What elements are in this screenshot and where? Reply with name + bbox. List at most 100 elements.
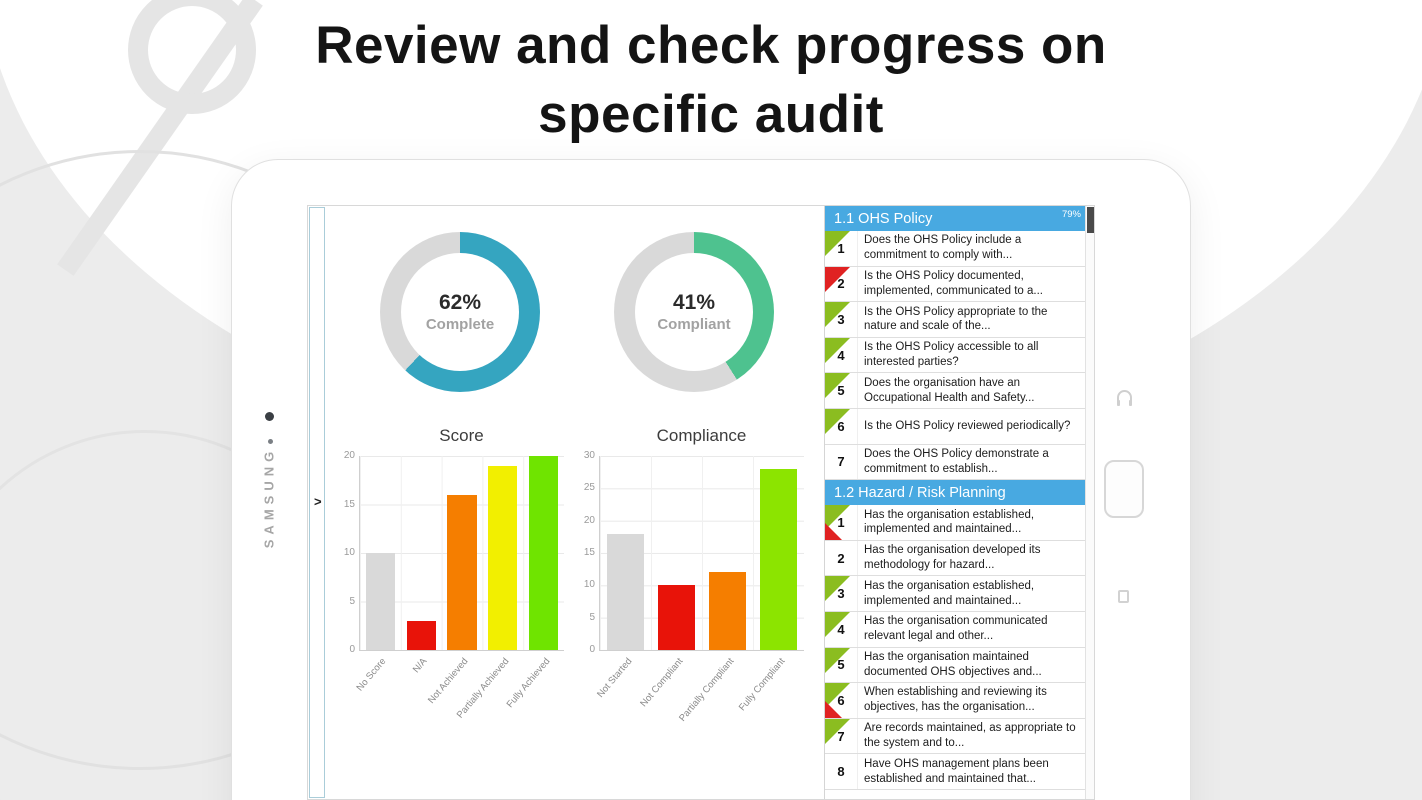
question-number: 7 bbox=[837, 454, 845, 470]
status-green-triangle bbox=[825, 302, 850, 328]
question-number-cell[interactable]: 3 bbox=[825, 302, 858, 337]
tablet-device: SAMSUNG > 62% Complete 41% Compliant bbox=[232, 160, 1190, 800]
question-row[interactable]: 6 When establishing and reviewing its obj… bbox=[825, 683, 1085, 719]
question-number-cell[interactable]: 7 bbox=[825, 718, 858, 754]
sensor-dot bbox=[268, 439, 273, 444]
status-green-triangle bbox=[825, 231, 850, 256]
app-screen: > 62% Complete 41% Compliant Score 0 5 10 1… bbox=[307, 205, 1095, 800]
bar-no-score bbox=[365, 553, 396, 650]
question-list: 1.1 OHS Policy 1 Does the OHS Policy inclu… bbox=[824, 206, 1085, 799]
bar-partially-compliant bbox=[709, 572, 746, 650]
question-number: 1 bbox=[837, 240, 845, 256]
question-text: Is the OHS Policy appropriate to the nat… bbox=[864, 305, 1048, 333]
question-number-cell[interactable]: 6 bbox=[825, 683, 858, 718]
question-number: 6 bbox=[837, 692, 845, 708]
section-header[interactable]: 1.1 OHS Policy bbox=[825, 206, 1085, 231]
home-button[interactable] bbox=[1104, 460, 1144, 518]
y-axis-tick: 10 bbox=[343, 547, 355, 558]
question-row[interactable]: 8 Have OHS management plans been establis… bbox=[825, 754, 1085, 790]
bar-chart-score: Score 0 5 10 15 20 No Score N/A Not Achieved Par… bbox=[324, 426, 569, 726]
question-number-cell[interactable]: 6 bbox=[825, 408, 858, 444]
question-number: 5 bbox=[837, 383, 845, 399]
scroll-percent: 79% bbox=[1061, 209, 1081, 220]
y-axis-tick: 5 bbox=[349, 595, 355, 607]
question-text: Have OHS management plans been establish… bbox=[864, 757, 1049, 785]
multiwindow-icon bbox=[1118, 587, 1138, 604]
question-text: Does the OHS Policy include a commitment… bbox=[864, 234, 1022, 262]
question-number: 8 bbox=[837, 764, 845, 780]
question-row[interactable]: 7 Are records maintained, as appropriate … bbox=[825, 718, 1085, 755]
question-row[interactable]: 4 Has the organisation communicated relev… bbox=[825, 611, 1085, 648]
question-row[interactable]: 5 Has the organisation maintained documen… bbox=[825, 647, 1085, 684]
y-axis-tick: 5 bbox=[589, 611, 595, 623]
question-row[interactable]: 2 Is the OHS Policy documented, implement… bbox=[825, 266, 1085, 303]
bar-chart-compliance: Compliance 0 5 10 15 20 25 30 Not Started Not Co… bbox=[564, 426, 809, 726]
headset-icon bbox=[1117, 390, 1132, 406]
bar-fully-compliant bbox=[760, 468, 797, 650]
question-number-cell[interactable]: 2 bbox=[825, 266, 858, 302]
complete-percent: 62% bbox=[438, 291, 482, 314]
question-row[interactable]: 6 Is the OHS Policy reviewed periodically… bbox=[825, 408, 1085, 445]
question-text: Has the organisation developed its metho… bbox=[864, 544, 1041, 572]
y-axis-tick: 0 bbox=[349, 644, 355, 655]
status-green-triangle bbox=[825, 373, 850, 399]
section-header[interactable]: 1.2 Hazard / Risk Planning bbox=[825, 480, 1085, 506]
question-number-cell[interactable]: 1 bbox=[825, 231, 858, 266]
section-title: 1.2 Hazard / Risk Planning bbox=[834, 484, 1006, 501]
question-row[interactable]: 3 Has the organisation established, imple… bbox=[825, 576, 1085, 612]
status-red-triangle bbox=[825, 700, 842, 718]
question-number: 3 bbox=[837, 586, 845, 602]
question-number: 2 bbox=[837, 276, 845, 292]
question-row[interactable]: 4 Is the OHS Policy accessible to all int… bbox=[825, 337, 1085, 374]
question-row[interactable]: 5 Does the organisation have an Occupatio… bbox=[825, 373, 1085, 409]
status-red-triangle bbox=[825, 266, 850, 292]
question-row[interactable]: 2 Has the organisation developed its meth… bbox=[825, 540, 1085, 577]
side-drawer-handle[interactable]: > bbox=[309, 207, 325, 798]
y-axis-tick: 25 bbox=[583, 482, 595, 494]
question-number-cell[interactable]: 3 bbox=[825, 576, 858, 611]
question-text: Is the OHS Policy reviewed periodically? bbox=[864, 419, 1071, 432]
question-number: 2 bbox=[837, 550, 845, 566]
question-text: Are records maintained, as appropriate t… bbox=[864, 722, 1076, 750]
question-row[interactable]: 3 Is the OHS Policy appropriate to the na… bbox=[825, 302, 1085, 338]
compliant-label: Compliant bbox=[657, 316, 731, 333]
question-row[interactable]: 1 Does the OHS Policy include a commitmen… bbox=[825, 231, 1085, 267]
y-axis-tick: 15 bbox=[343, 498, 355, 510]
question-text: Does the organisation have an Occupation… bbox=[864, 376, 1035, 404]
scrollbar[interactable] bbox=[1085, 206, 1094, 799]
bar-not-achieved bbox=[447, 494, 477, 650]
donut-center: 41% Compliant bbox=[614, 232, 774, 392]
question-number-cell[interactable]: 8 bbox=[825, 754, 858, 789]
status-green-triangle bbox=[825, 337, 850, 363]
question-number-cell[interactable]: 4 bbox=[825, 611, 858, 647]
y-axis-tick: 20 bbox=[343, 450, 355, 461]
chevron-right-icon[interactable]: > bbox=[314, 494, 322, 509]
status-green-triangle bbox=[825, 718, 850, 744]
question-text: Is the OHS Policy documented, implemente… bbox=[864, 269, 1043, 297]
status-green-triangle bbox=[825, 611, 850, 637]
question-text: Is the OHS Policy accessible to all inte… bbox=[864, 341, 1039, 369]
bar-n-a bbox=[406, 620, 436, 650]
bar-fully-achieved bbox=[528, 456, 559, 650]
donut-center: 62% Complete bbox=[380, 232, 540, 392]
question-text: Has the organisation communicated releva… bbox=[864, 615, 1048, 643]
question-number-cell[interactable]: 5 bbox=[825, 647, 858, 683]
question-row[interactable]: 7 Does the OHS Policy demonstrate a commi… bbox=[825, 444, 1085, 481]
bar-not-compliant bbox=[658, 585, 695, 650]
chart-plot-area: 0 5 10 15 20 No Score N/A Not Achieved Partially… bbox=[344, 450, 564, 721]
donut-chart-compliant: 41% Compliant bbox=[614, 232, 774, 392]
question-number-cell[interactable]: 2 bbox=[825, 540, 858, 576]
y-axis-tick: 15 bbox=[583, 547, 595, 558]
question-number-cell[interactable]: 5 bbox=[825, 373, 858, 408]
chart-plot-area: 0 5 10 15 20 25 30 Not Started Not Compliant Part… bbox=[584, 450, 804, 724]
question-number-cell[interactable]: 1 bbox=[825, 505, 858, 540]
status-green-triangle bbox=[825, 576, 850, 602]
question-number-cell[interactable]: 4 bbox=[825, 337, 858, 373]
complete-label: Complete bbox=[425, 316, 495, 333]
question-number-cell[interactable]: 7 bbox=[825, 444, 858, 480]
scrollbar-thumb[interactable] bbox=[1087, 207, 1094, 233]
question-number: 6 bbox=[837, 418, 845, 434]
compliant-percent: 41% bbox=[672, 291, 716, 314]
question-row[interactable]: 1 Has the organisation established, imple… bbox=[825, 505, 1085, 541]
